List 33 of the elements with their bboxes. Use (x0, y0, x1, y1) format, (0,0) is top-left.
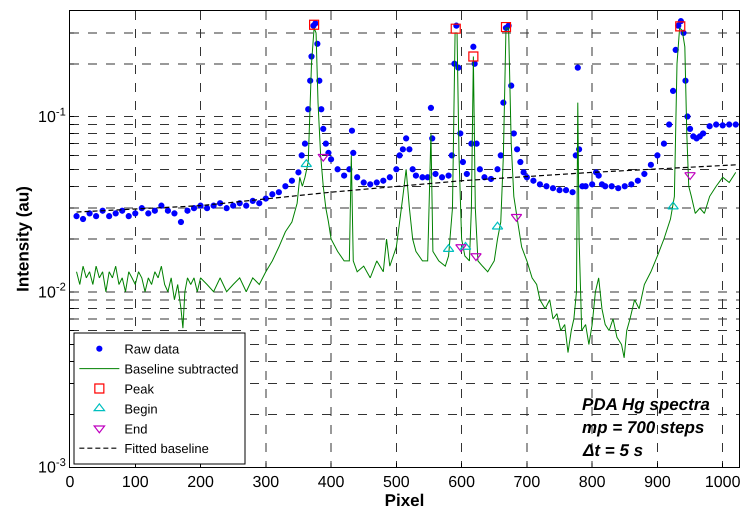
point (500, 22, 512, 32)
x-tick-label: 700 (514, 474, 540, 492)
point (492, 222, 504, 230)
annotation: PDA Hg spectra (582, 395, 710, 414)
x-tick-label: 100 (122, 474, 149, 492)
point (675, 21, 686, 32)
x-tick-label: 400 (318, 474, 345, 492)
legend-label: Peak (124, 382, 154, 397)
legend-label: Raw data (124, 342, 180, 357)
x-tick-label: 0 (66, 474, 75, 492)
legend-label: Fitted baseline (124, 441, 209, 456)
legend-label: Begin (124, 401, 158, 416)
x-axis-title: Pixel (384, 491, 424, 510)
annotation: Δt = 5 s (582, 441, 644, 460)
point (309, 20, 320, 30)
x-tick-label: 300 (252, 474, 280, 492)
y-tick-label: 10$^{-3}$ (38, 456, 66, 477)
x-tick-label: 500 (382, 474, 410, 492)
y-tick-label: 10$^{-2}$ (38, 282, 66, 302)
y-tick-label: 10$^{-1}$ (38, 106, 66, 126)
legend-label: End (124, 421, 148, 436)
x-tick-label: 900 (644, 474, 671, 492)
point (450, 24, 461, 34)
x-tick-label: 800 (578, 474, 606, 492)
annotation: mp = 700 steps (582, 418, 704, 437)
x-tick-label: 600 (448, 474, 476, 492)
point (460, 242, 472, 250)
y-axis-title: Intensity (au) (14, 186, 33, 292)
point (468, 51, 478, 62)
point (442, 244, 454, 252)
x-tick-label: 200 (187, 474, 214, 492)
x-tick-label: 1000 (704, 474, 741, 492)
legend-label: Baseline subtracted (124, 362, 239, 377)
